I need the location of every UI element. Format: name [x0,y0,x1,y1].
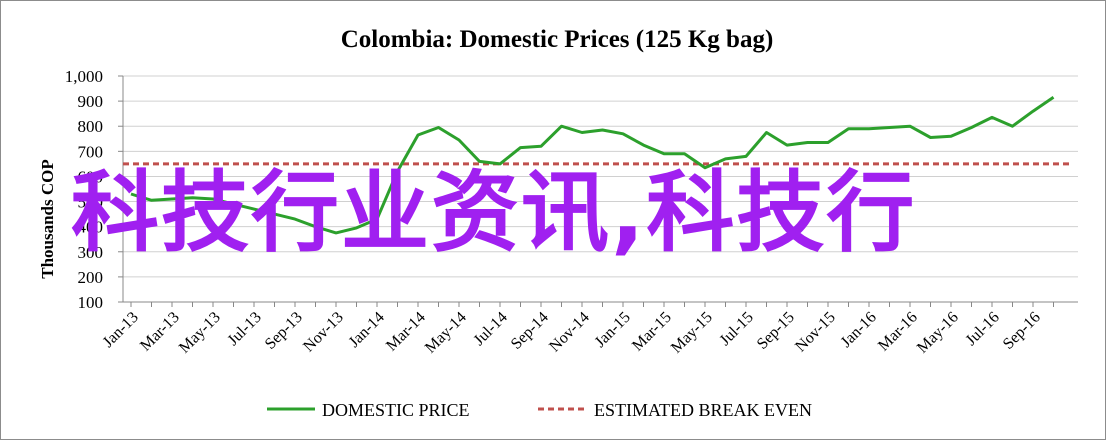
series-lines [123,96,1073,235]
y-tick-label: 900 [78,92,104,111]
y-tick-label: 600 [78,167,104,186]
y-tick-label: 200 [78,268,104,287]
x-tick-label: Mar-14 [383,309,429,355]
y-tick-label: 300 [78,243,104,262]
y-axis-label: Thousands COP [38,159,57,279]
x-tick-label: Nov-14 [546,309,593,356]
x-tick-label: Nov-13 [300,309,347,356]
x-tick-label: Jul-16 [963,309,1003,349]
grid-lines [123,75,1078,303]
axes [118,75,1078,307]
x-tick-label: Jan-15 [592,309,634,351]
x-tick-label: Mar-15 [629,309,675,355]
y-tick-label: 800 [78,117,104,136]
x-tick-label: Jul-13 [225,309,265,349]
y-tick-label: 100 [78,293,104,312]
x-tick-label: Jan-14 [346,309,388,351]
y-tick-label: 1,000 [65,67,103,86]
watermark-text: 科技行业资讯,科技行 [71,161,917,264]
y-tick-label: 400 [78,218,104,237]
x-tick-label: Mar-16 [875,309,921,355]
x-tick-label: Sep-16 [1000,309,1044,353]
x-tick-label: May-13 [176,309,224,357]
chart-title: Colombia: Domestic Prices (125 Kg bag) [341,26,774,53]
y-tick-label: 700 [78,142,104,161]
x-tick-label: Mar-13 [137,309,183,355]
x-tick-label: May-14 [422,309,470,357]
x-tick-label: May-16 [914,309,962,357]
x-tick-label: Sep-14 [508,309,552,353]
x-tick-label: Jul-15 [717,309,757,349]
x-tick-label: Jul-14 [471,309,511,349]
x-tick-label: Sep-13 [262,309,306,353]
x-tick-label: Nov-15 [792,309,839,356]
x-tick-label: Sep-15 [754,309,798,353]
x-tick-label: May-15 [668,309,716,357]
legend-label-break-even: ESTIMATED BREAK EVEN [594,400,812,420]
x-tick-label: Jan-16 [838,309,880,351]
y-tick-labels: 100 200 300 400 500 600 700 800 900 1,000 [65,67,103,312]
legend-label-domestic-price: DOMESTIC PRICE [322,400,470,420]
y-tick-label: 500 [78,193,104,212]
series-domestic-price-line [130,96,1055,235]
x-tick-label: Jan-13 [100,309,142,351]
legend: DOMESTIC PRICE ESTIMATED BREAK EVEN [267,400,812,420]
